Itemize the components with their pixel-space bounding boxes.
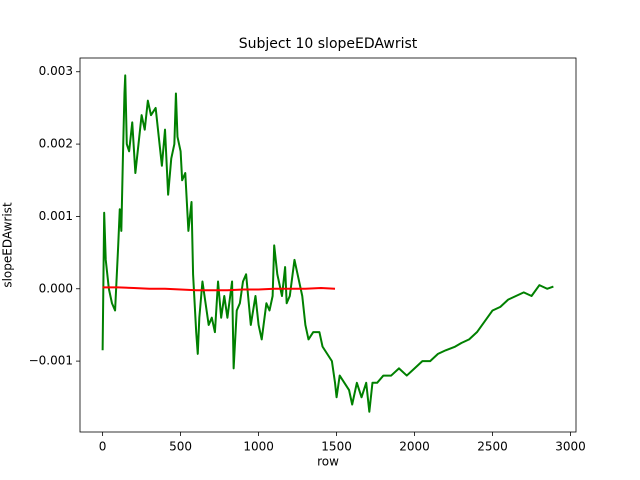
x-tick-label: 1500 (321, 440, 352, 454)
y-tick-label: 0.001 (39, 209, 73, 223)
data-line (101, 74, 554, 413)
x-tick-label: 2000 (399, 440, 430, 454)
y-tick-label: 0.003 (39, 64, 73, 78)
x-tick-label: 2500 (477, 440, 508, 454)
chart-title: Subject 10 slopeEDAwrist (239, 36, 418, 52)
y-tick-label: 0.000 (39, 281, 73, 295)
x-tick-label: 500 (169, 440, 192, 454)
y-axis-label: slopeEDAwrist (1, 202, 15, 288)
y-tick-label: 0.002 (39, 137, 73, 151)
x-tick-label: 1000 (243, 440, 274, 454)
x-axis-label: row (317, 455, 339, 469)
y-tick-label: −0.001 (29, 354, 73, 368)
plot-frame (79, 57, 577, 433)
data-line (102, 286, 336, 292)
x-tick-label: 0 (99, 440, 107, 454)
x-tick-label: 3000 (555, 440, 586, 454)
